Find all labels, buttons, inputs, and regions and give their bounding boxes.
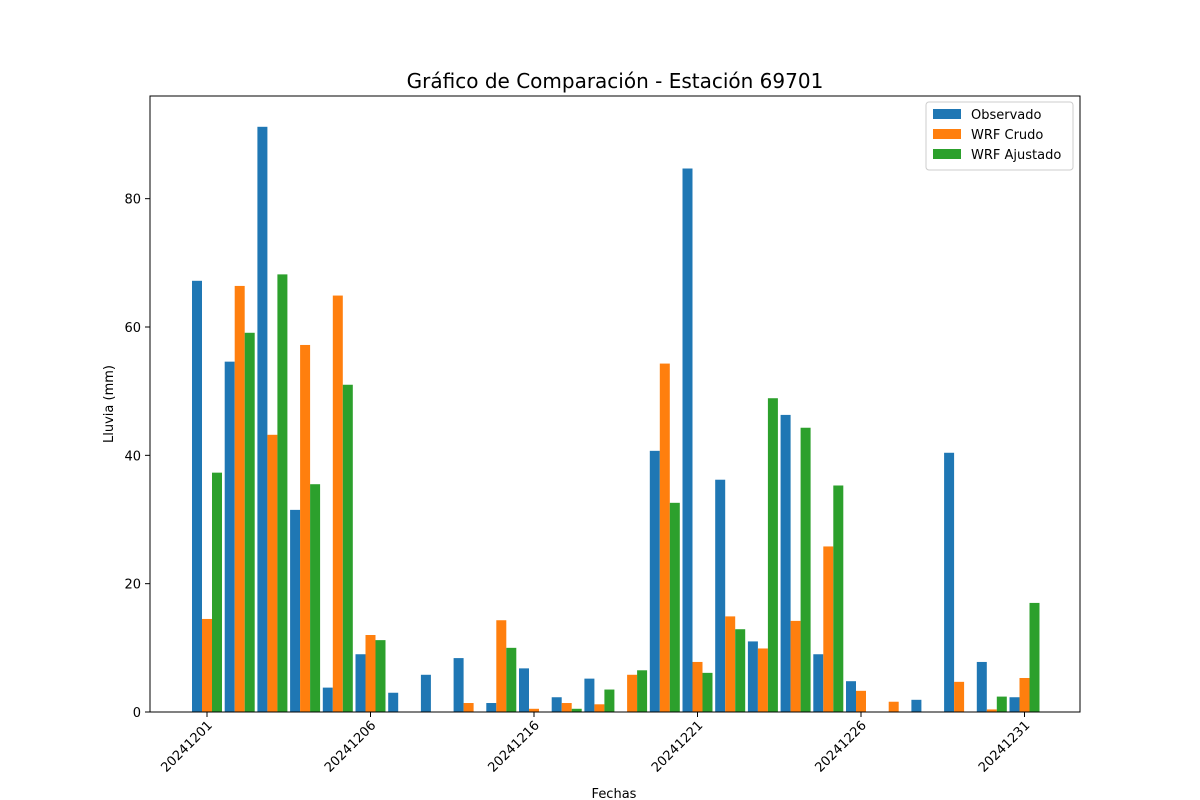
y-tick-label-40: 40 — [124, 449, 141, 464]
bar-wrf-20241202 — [234, 285, 245, 712]
legend-label-wrf: WRF Crudo — [971, 128, 1043, 143]
bar-obs-20241215 — [486, 703, 497, 712]
bar-obs-20241218 — [584, 678, 595, 712]
legend-swatch-adj — [933, 149, 961, 159]
bar-adj-20241215 — [506, 647, 517, 712]
bar-wrf-20241227 — [888, 701, 899, 712]
bar-obs-20241230 — [976, 661, 987, 712]
bar-wrf-20241221 — [692, 661, 703, 712]
bar-wrf-20241226 — [856, 690, 866, 712]
bar-adj-20241224 — [800, 427, 811, 712]
y-tick-label-20: 20 — [124, 578, 141, 593]
bar-obs-20241208 — [420, 674, 431, 712]
x-tick-label-20241201: 20241201 — [158, 718, 215, 775]
bar-wrf-20241231 — [1019, 677, 1030, 712]
x-tick-label-20241206: 20241206 — [322, 718, 379, 775]
bar-obs-20241231 — [1009, 697, 1020, 712]
bar-obs-20241212 — [453, 658, 464, 712]
bar-adj-20241201 — [212, 472, 222, 712]
bar-obs-20241204 — [290, 509, 301, 712]
y-tick-label-0: 0 — [133, 706, 141, 721]
plot-frame — [149, 95, 1081, 713]
bar-wrf-20241220 — [659, 363, 670, 712]
bar-obs-20241224 — [780, 414, 791, 712]
bar-adj-20241218 — [604, 689, 615, 712]
chart-title: Gráfico de Comparación - Estación 69701 — [407, 69, 824, 93]
bar-wrf-20241224 — [790, 620, 801, 712]
bar-adj-20241230 — [996, 696, 1007, 712]
bar-wrf-20241230 — [986, 709, 997, 712]
bar-obs-20241220 — [649, 450, 660, 712]
bar-obs-20241201 — [192, 280, 202, 712]
bar-obs-20241205 — [322, 687, 333, 712]
bar-wrf-20241229 — [954, 681, 965, 712]
bar-obs-20241223 — [747, 641, 758, 712]
x-axis: 20241201 20241206 20241216 20241221 20241226… — [158, 712, 1033, 776]
y-tick-label-60: 60 — [124, 321, 141, 336]
bar-obs-20241222 — [715, 479, 726, 712]
bar-obs-20241228 — [911, 699, 922, 712]
bar-obs-20241221 — [682, 168, 693, 713]
bar-adj-20241204 — [310, 484, 321, 712]
bar-wrf-20241215 — [496, 620, 507, 712]
bar-obs-20241202 — [224, 361, 235, 712]
x-tick-label-20241231: 20241231 — [976, 718, 1033, 775]
bar-obs-20241217 — [551, 697, 562, 712]
bar-obs-20241216 — [519, 668, 529, 712]
bar-wrf-20241203 — [267, 434, 278, 712]
bar-wrf-20241206 — [365, 635, 376, 712]
bar-obs-20241229 — [944, 452, 955, 712]
bar-adj-20241222 — [735, 629, 746, 712]
bar-adj-20241203 — [277, 274, 288, 712]
bar-obs-20241207 — [388, 692, 399, 712]
x-axis-label: Fechas — [592, 787, 637, 800]
bar-wrf-20241204 — [300, 344, 311, 712]
bar-wrf-20241217 — [561, 703, 572, 712]
bar-obs-20241206 — [355, 654, 366, 712]
bar-adj-20241231 — [1029, 602, 1040, 712]
bar-wrf-20241212 — [463, 703, 474, 712]
bar-adj-20241202 — [244, 332, 255, 712]
bar-adj-20241225 — [833, 485, 844, 712]
y-tick-label-80: 80 — [124, 193, 141, 208]
bar-obs-20241203 — [257, 126, 268, 713]
legend-swatch-wrf — [933, 129, 961, 139]
legend-swatch-obs — [933, 109, 961, 119]
bar-wrf-20241216 — [529, 708, 539, 712]
bars-layer — [192, 126, 1040, 713]
bar-wrf-20241218 — [594, 704, 605, 712]
y-axis: 0 20 40 60 80 — [124, 193, 150, 721]
bar-adj-20241205 — [342, 384, 353, 712]
bar-obs-20241226 — [846, 681, 856, 712]
legend: Observado WRF Crudo WRF Ajustado — [925, 101, 1074, 171]
bar-wrf-20241205 — [332, 295, 343, 712]
bar-adj-20241206 — [375, 640, 386, 712]
bar-wrf-20241225 — [823, 546, 834, 712]
bar-adj-20241223 — [767, 398, 778, 712]
bar-wrf-20241222 — [725, 616, 736, 712]
bar-wrf-20241201 — [202, 618, 212, 712]
bar-adj-20241220 — [669, 502, 680, 712]
bar-wrf-20241219 — [627, 674, 638, 712]
legend-label-obs: Observado — [971, 108, 1042, 123]
bar-obs-20241225 — [813, 654, 824, 712]
legend-box — [925, 101, 1074, 171]
legend-label-adj: WRF Ajustado — [971, 148, 1061, 163]
bar-adj-20241221 — [702, 672, 713, 712]
bar-wrf-20241223 — [757, 648, 768, 712]
x-tick-label-20241216: 20241216 — [485, 718, 542, 775]
x-tick-label-20241221: 20241221 — [649, 718, 706, 775]
bar-adj-20241219 — [637, 670, 648, 712]
x-tick-label-20241226: 20241226 — [812, 718, 869, 775]
bar-adj-20241217 — [571, 708, 582, 712]
y-axis-label: Lluvia (mm) — [102, 365, 117, 443]
